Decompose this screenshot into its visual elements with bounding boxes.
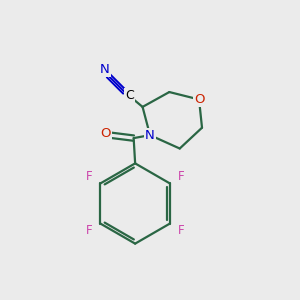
Text: F: F — [178, 170, 185, 183]
Text: N: N — [145, 129, 155, 142]
Text: F: F — [178, 224, 185, 237]
Text: C: C — [125, 89, 134, 102]
Text: F: F — [85, 224, 92, 237]
Text: O: O — [100, 127, 111, 140]
Text: N: N — [100, 63, 110, 76]
Text: F: F — [85, 170, 92, 183]
Text: O: O — [194, 93, 204, 106]
